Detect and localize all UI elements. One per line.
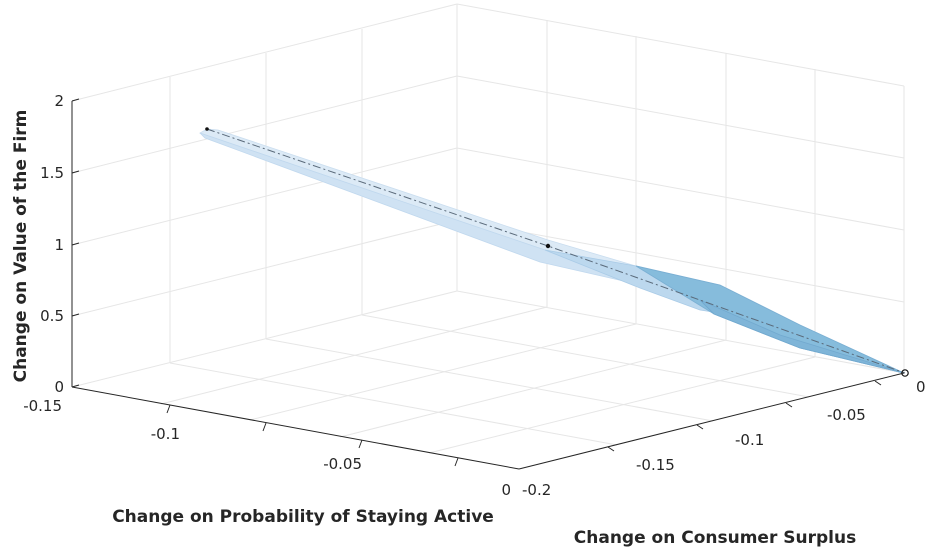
z-tick-mark-0 — [71, 384, 80, 388]
grid-floor-x1 — [169, 362, 618, 446]
grid-floor-y2 — [249, 323, 637, 421]
grid-back-wall-z-1.5 — [71, 75, 458, 174]
z-tick-mark-2 — [71, 98, 80, 102]
x-tick-mark-4 — [454, 457, 459, 467]
z-axis-label: Change on Value of the Firm — [11, 110, 31, 383]
grid-floor-y1 — [160, 306, 548, 405]
x-tick-label-neg0.1: -0.1 — [151, 425, 180, 443]
y-axis-line — [518, 372, 905, 470]
x-tick-mark-2 — [262, 422, 267, 432]
y-tick-mark-1 — [607, 446, 615, 452]
grid-back-wall-z-0 — [71, 290, 458, 388]
grid-right-wall-z-0 — [456, 290, 905, 374]
x-tick-label-neg0.05: -0.05 — [323, 455, 362, 473]
x-axis-label: Change on Probability of Staying Active — [112, 507, 494, 527]
grid-back-wall-z-0.5 — [71, 219, 458, 317]
x-tick-label-0: 0 — [501, 481, 511, 499]
y-tick-mark-3 — [785, 402, 793, 408]
x-tick-label-neg0.15: -0.15 — [23, 397, 62, 415]
x-tick-mark-3 — [358, 439, 363, 449]
x-axis-line — [71, 386, 520, 470]
grid-floor-y3 — [339, 339, 727, 438]
x-tick-mark-1 — [166, 404, 171, 414]
grid-right-wall-z-2 — [456, 3, 905, 87]
z-tick-label-2: 2 — [54, 92, 64, 110]
grid-floor-x2 — [265, 338, 714, 422]
y-tick-label-neg0.2: -0.2 — [522, 481, 551, 499]
z-tick-mark-0.5 — [71, 313, 80, 317]
grid-floor-x3 — [361, 314, 810, 398]
marker-point-3 — [901, 369, 909, 377]
y-tick-label-0: 0 — [916, 378, 926, 396]
grid-right-wall-z-1 — [456, 147, 905, 231]
grid-back-wall-z-2 — [71, 3, 458, 102]
surface-front-blue-lower — [699, 299, 905, 374]
z-tick-mark-1.5 — [71, 170, 80, 174]
y-axis-label: Change on Consumer Surplus — [574, 528, 856, 548]
axes — [71, 98, 905, 470]
z-tick-mark-1 — [71, 242, 80, 246]
z-tick-label-1: 1 — [54, 236, 64, 254]
surface-front-blue — [635, 265, 905, 374]
z-tick-label-0: 0 — [54, 378, 64, 396]
grid-lines — [71, 3, 905, 454]
y-tick-mark-4 — [874, 380, 882, 386]
marker-point-1 — [205, 127, 209, 131]
series-line — [206, 128, 906, 374]
z-tick-label-0.5: 0.5 — [40, 307, 64, 325]
y-tick-label-neg0.1: -0.1 — [735, 431, 764, 449]
y-tick-label-neg0.05: -0.05 — [827, 406, 866, 424]
y-tick-mark-2 — [696, 424, 704, 430]
marker-point-2 — [545, 243, 551, 249]
grid-back-wall-z-1 — [71, 147, 458, 246]
grid-right-wall-z-1.5 — [456, 75, 905, 159]
grid-floor-y4 — [428, 356, 816, 454]
y-tick-label-neg0.15: -0.15 — [636, 456, 675, 474]
surface — [199, 128, 905, 374]
grid-right-wall-z-0.5 — [456, 219, 905, 303]
z-tick-label-1.5: 1.5 — [40, 164, 64, 182]
